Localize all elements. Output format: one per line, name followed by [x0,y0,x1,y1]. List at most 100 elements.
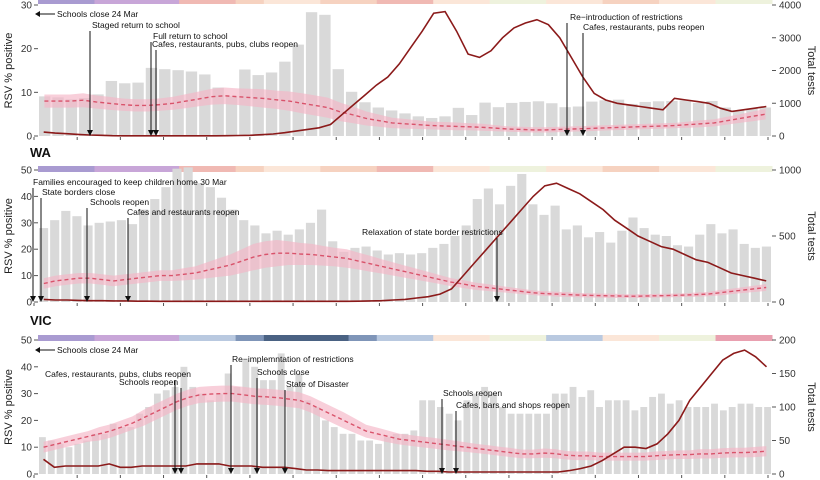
y-left-tick-label: 30 [21,1,33,12]
restriction-strip-segment [743,166,773,172]
y-left-tick-label: 30 [21,389,33,400]
total-tests-bar [550,205,560,302]
total-tests-bar [640,407,648,474]
total-tests-bar [517,173,527,302]
total-tests-bar [348,433,356,474]
total-tests-bar [357,440,365,474]
total-tests-bar [494,204,505,302]
y-left-tick-label: 0 [26,132,32,143]
total-tests-bar [679,100,691,136]
restriction-strip-segment [715,166,745,172]
annotation-arrowhead [228,468,234,474]
restriction-strip-segment [376,166,406,172]
restriction-strip-segment [743,0,773,4]
total-tests-bar [746,108,758,136]
restriction-strip-segment [433,0,462,4]
y-right-tick-label: 0 [779,132,785,143]
total-tests-bar [92,94,104,136]
restriction-strip-segment [207,0,237,4]
y-right-tick-label: 100 [779,403,796,414]
restriction-strip-segment [66,335,95,341]
restriction-strip-segment [461,0,491,4]
total-tests-bar [732,110,745,136]
total-tests-bar [492,107,505,136]
restriction-strip-segment [348,335,378,341]
total-tests-line [43,10,767,137]
total-tests-bar [39,437,46,474]
total-tests-bar [383,437,391,474]
restriction-strip-segment [405,166,434,172]
total-tests-bar [350,247,360,302]
restriction-strip-segment [235,0,265,4]
total-tests-bar [79,98,91,136]
annotation-arrowhead [35,11,40,17]
restriction-strip-segment [263,0,293,4]
total-tests-bar [212,87,224,136]
annotation-arrowhead [172,468,178,474]
annotation-arrowhead [580,130,586,136]
annotation-arrowhead [153,130,159,136]
total-tests-bar [695,234,705,302]
annotation-arrowhead [282,468,288,474]
rsv-percent-positive-line [43,392,767,458]
annotation-arrowhead [84,296,90,302]
total-tests-bar [294,229,304,302]
y-left-tick-label: 50 [21,166,33,177]
total-tests-bar [711,403,718,474]
total-tests-bar [652,101,665,136]
restriction-strip-segment [320,0,350,4]
total-tests-bar [498,407,506,474]
total-tests-bar [463,400,471,474]
total-tests-bar [525,413,533,474]
annotation-label: Schools close 24 Mar [57,9,138,19]
restriction-strip-segment [743,335,773,341]
total-tests-bar [162,390,170,474]
total-tests-bar [622,400,630,474]
total-tests-bar [50,220,60,302]
rsv-confidence-band [44,87,766,133]
total-tests-bar [39,228,49,302]
total-tests-bar [719,410,727,474]
restriction-strip-segment [94,335,124,341]
annotation-arrowhead [87,130,93,136]
y-right-tick-label: 150 [779,369,796,380]
y-right-axis-title: Total tests [805,211,817,261]
total-tests-bar [109,423,117,474]
annotation-arrowhead [439,468,445,474]
rsv-percent-positive-line [44,95,766,131]
restriction-strip-segment [687,166,717,172]
total-tests-bar [224,373,232,474]
total-tests-bar [479,102,491,136]
panel-title: VIC [30,313,52,328]
restriction-strip-segment [715,335,745,341]
total-tests-bar [506,185,516,302]
restriction-strip-segment [489,335,519,341]
restriction-strip-segment [517,166,547,172]
total-tests-bar [127,427,135,474]
y-left-tick-label: 30 [21,218,33,229]
total-tests-bar [83,440,91,474]
annotation-label: Re−introduction of restrictions [570,12,683,22]
annotation-label: Relaxation of state border restrictions [362,227,503,237]
restriction-strip-segment [38,335,67,341]
total-tests-bar [739,243,749,302]
restriction-strip-segment [94,0,124,4]
annotation-label: Cafes, restaurants, pubs reopen [583,22,705,32]
total-tests-line [43,182,767,303]
restriction-strip-segment [546,0,575,4]
total-tests-bar [450,236,460,302]
y-right-tick-label: 1000 [779,166,802,177]
restriction-strip-segment [263,166,293,172]
total-tests-bar [490,393,497,474]
annotation-label: Re−implemntation of restrictions [232,354,354,364]
restriction-strip-segment [348,166,378,172]
total-tests-bar [532,101,545,136]
y-right-tick-label: 500 [779,232,796,243]
total-tests-bar [100,433,108,474]
y-left-tick-label: 10 [21,88,33,99]
restriction-strip-segment [602,335,632,341]
total-tests-bar [750,247,760,302]
restriction-strip-segment [546,166,575,172]
total-tests-bar [136,413,144,474]
y-right-tick-label: 1000 [779,99,802,110]
